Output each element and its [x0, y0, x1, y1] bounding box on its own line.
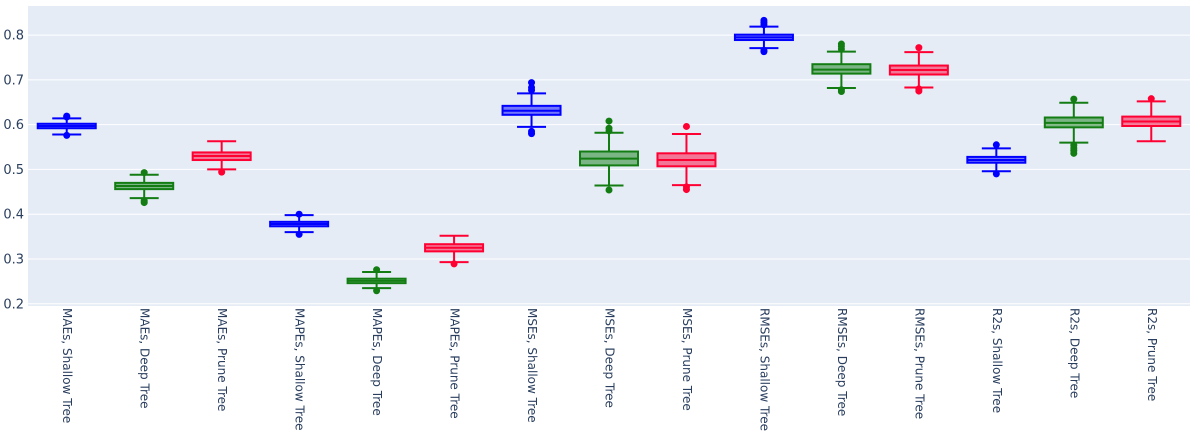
outlier-point [528, 79, 536, 87]
outlier-point [605, 117, 613, 125]
outlier-point [760, 46, 768, 54]
x-tick-label: R2s, Shallow Tree [990, 308, 1004, 413]
x-tick-label: R2s, Prune Tree [1145, 308, 1159, 401]
outlier-point [218, 168, 226, 176]
box-r2s-prune-tree [1121, 95, 1182, 143]
x-tick-label: RMSEs, Shallow Tree [757, 308, 771, 431]
outlier-point [682, 183, 690, 191]
box-r2s-shallow-tree [966, 141, 1027, 178]
y-tick-label: 0.4 [3, 208, 24, 223]
x-tick-label: MAPEs, Shallow Tree [293, 308, 307, 430]
outlier-point [528, 83, 536, 91]
outlier-point [373, 287, 381, 295]
boxes [36, 16, 1182, 295]
outlier-point [528, 127, 536, 135]
y-axis: 0.2 0.3 0.4 0.5 0.6 0.7 0.8 [3, 29, 24, 313]
box-maes-shallow-tree [36, 112, 97, 139]
box-rmses-shallow-tree [733, 16, 794, 56]
box-mses-deep-tree [579, 117, 639, 194]
y-tick-label: 0.8 [3, 29, 24, 44]
outlier-point [992, 141, 1000, 149]
outlier-point [682, 122, 690, 130]
y-tick-label: 0.7 [3, 73, 24, 88]
outlier-point [992, 170, 1000, 178]
outlier-point [1070, 95, 1078, 103]
outlier-point [140, 197, 148, 205]
y-tick-label: 0.6 [3, 118, 24, 133]
x-tick-label: MAPEs, Prune Tree [448, 308, 462, 419]
outlier-point [63, 131, 71, 139]
box-mapes-shallow-tree [269, 210, 330, 238]
outlier-point [605, 186, 613, 194]
outlier-point [63, 112, 71, 120]
outlier-point [373, 266, 381, 274]
box-mapes-prune-tree [424, 234, 485, 268]
box-rmses-deep-tree [811, 40, 872, 96]
x-tick-label: MAEs, Shallow Tree [60, 308, 74, 423]
y-tick-label: 0.2 [3, 297, 24, 312]
box-rmses-prune-tree [888, 44, 949, 95]
outlier-point [915, 44, 923, 52]
x-tick-label: MAEs, Prune Tree [215, 308, 229, 411]
outlier-point [295, 230, 303, 238]
outlier-point [915, 85, 923, 93]
outlier-point [450, 260, 458, 268]
outlier-point [1147, 95, 1155, 103]
y-tick-label: 0.3 [3, 252, 24, 267]
outlier-point [295, 210, 303, 218]
y-tick-label: 0.5 [3, 163, 24, 178]
box-maes-deep-tree [114, 169, 175, 207]
box-mses-prune-tree [656, 122, 717, 194]
box-r2s-deep-tree [1043, 95, 1104, 157]
x-tick-label: RMSEs, Prune Tree [912, 308, 926, 419]
x-tick-label: MAPEs, Deep Tree [370, 308, 384, 416]
x-axis: MAEs, Shallow Tree MAEs, Deep Tree MAEs, P… [60, 308, 1159, 431]
x-tick-label: MAEs, Deep Tree [138, 308, 152, 408]
outlier-point [140, 169, 148, 177]
x-tick-label: MSEs, Deep Tree [603, 308, 617, 408]
box-maes-prune-tree [191, 140, 252, 176]
box-mses-shallow-tree [501, 79, 562, 138]
outlier-point [837, 86, 845, 94]
x-tick-label: MSEs, Prune Tree [680, 308, 694, 411]
outlier-point [1070, 141, 1078, 149]
outlier-point [605, 124, 613, 132]
outlier-point [760, 16, 768, 24]
x-tick-label: RMSEs, Deep Tree [835, 308, 849, 416]
x-tick-label: MSEs, Shallow Tree [525, 308, 539, 423]
box-mapes-deep-tree [346, 266, 407, 295]
outlier-point [837, 40, 845, 48]
x-tick-label: R2s, Deep Tree [1067, 308, 1081, 398]
